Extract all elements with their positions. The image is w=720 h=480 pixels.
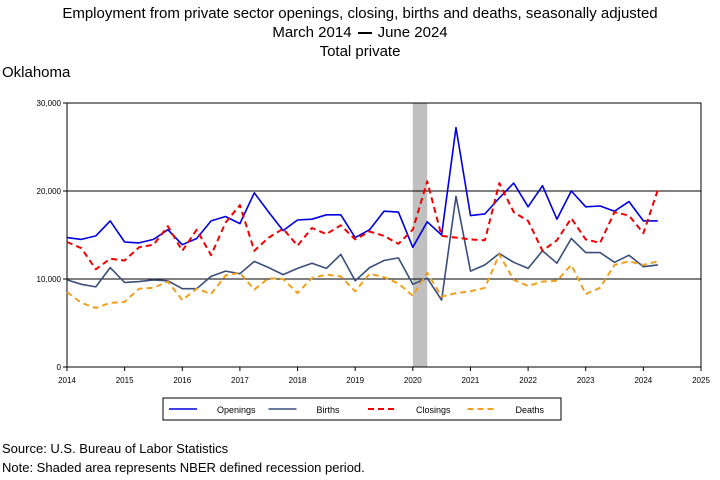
x-tick-label: 2025 [692,376,710,385]
plot-frame [66,102,702,368]
chart-title: Employment from private sector openings,… [62,5,658,22]
chart-subtitle: March 2014 June 2024 [0,23,720,42]
series-line-deaths [66,253,659,309]
series-line-closings [66,180,659,271]
y-tick-label: 30,000 [37,99,62,108]
dash-glyph [357,31,372,34]
y-tick-label: 20,000 [37,187,62,196]
legend-label-openings: Openings [217,405,256,415]
legend-box [162,397,562,421]
x-tick-label: 2021 [462,376,480,385]
title-block: Employment from private sector openings,… [0,4,720,61]
x-tick-label: 2018 [289,376,307,385]
x-tick-label: 2014 [58,376,76,385]
legend-label-births: Births [317,405,341,415]
series-line-openings [66,126,658,249]
series-line-births [66,195,658,301]
recession-note: Note: Shaded area represents NBER define… [2,460,365,475]
region-label: Oklahoma [2,64,71,81]
x-tick-label: 2016 [173,376,191,385]
x-tick-label: 2019 [346,376,364,385]
subtitle-end: June 2024 [377,24,448,41]
x-tick-label: 2024 [634,376,652,385]
legend-label-deaths: Deaths [516,405,545,415]
legend-label-closings: Closings [416,405,451,415]
y-tick-label: 10,000 [37,275,62,284]
x-tick-label: 2022 [519,376,537,385]
x-tick-label: 2020 [404,376,422,385]
source-note: Source: U.S. Bureau of Labor Statistics [2,441,229,456]
chart-subtitle-2: Total private [319,43,401,60]
x-tick-label: 2015 [116,376,134,385]
subtitle-start: March 2014 [272,24,352,41]
y-tick-label: 0 [57,363,62,372]
x-tick-label: 2017 [231,376,249,385]
chart-svg: 0 10,000 20,000 30,000 2014 2015 2016 2017 2018 2… [37,99,710,421]
x-tick-label: 2023 [577,376,595,385]
